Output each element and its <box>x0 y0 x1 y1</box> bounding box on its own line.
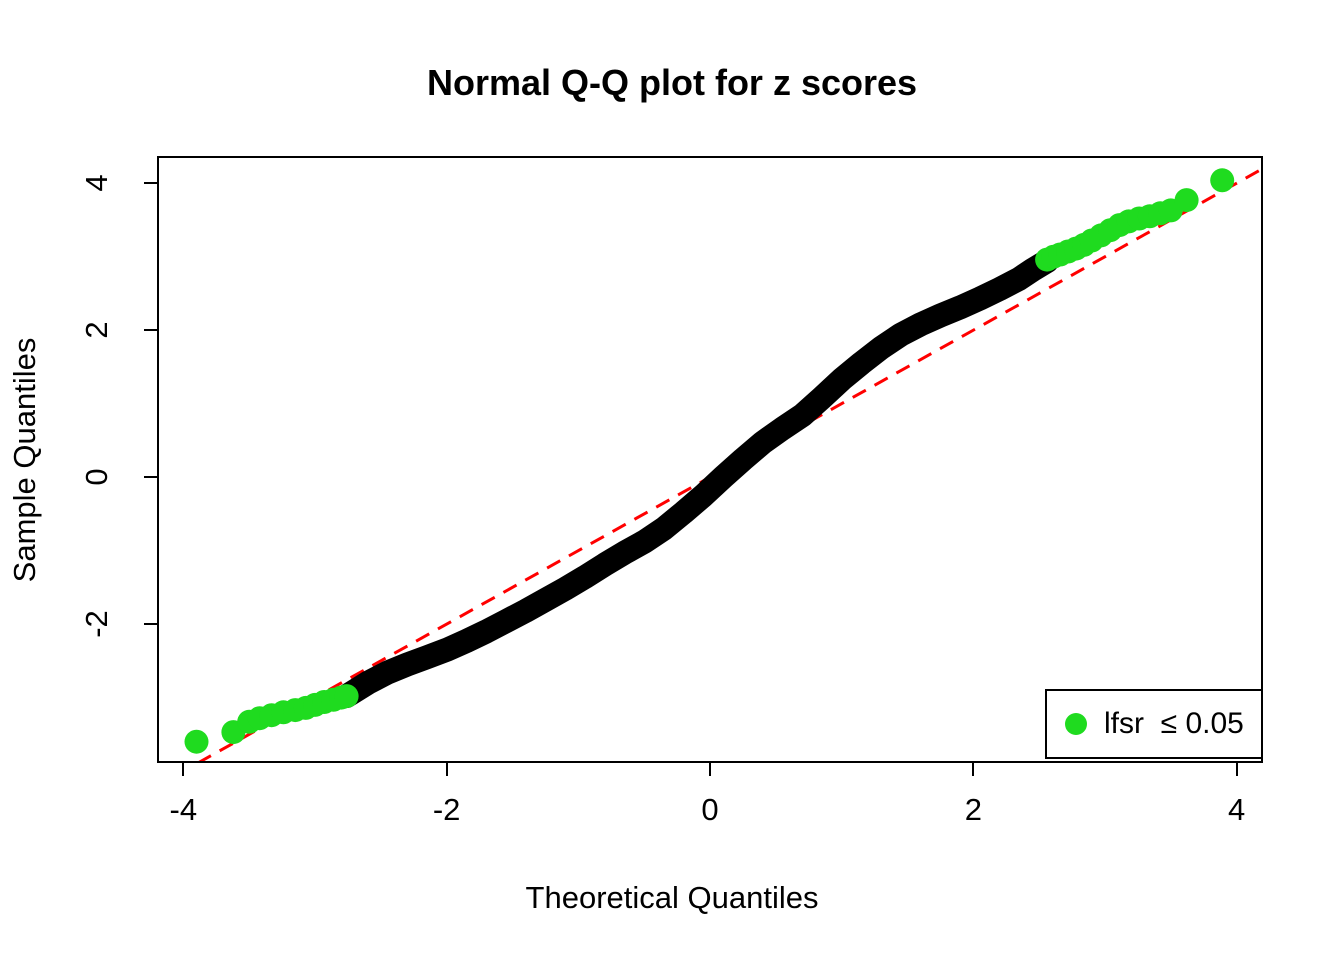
x-axis-tick-label: 2 <box>964 792 982 827</box>
x-axis-tick-label: 4 <box>1228 792 1246 827</box>
x-axis-label: Theoretical Quantiles <box>525 880 819 915</box>
y-axis-tick <box>144 623 157 626</box>
significant-point <box>1174 188 1199 213</box>
x-axis-tick <box>709 763 711 776</box>
y-axis-label: Sample Quantiles <box>7 337 42 583</box>
qq-curve-band <box>334 249 1060 709</box>
y-axis-tick <box>144 329 157 332</box>
legend-box: lfsr ≤ 0.05 <box>1045 689 1263 759</box>
y-axis-tick-label: 0 <box>79 468 114 486</box>
y-axis-tick <box>144 476 157 479</box>
y-axis-tick-label: 2 <box>79 321 114 339</box>
plot-area <box>157 156 1264 765</box>
x-axis-tick-label: -4 <box>169 792 198 827</box>
significant-point <box>334 684 359 709</box>
legend-marker-icon <box>1065 713 1087 735</box>
x-axis-tick-label: 0 <box>701 792 719 827</box>
x-axis-tick-label: -2 <box>432 792 461 827</box>
legend-label: lfsr ≤ 0.05 <box>1104 707 1244 740</box>
chart-title: Normal Q-Q plot for z scores <box>426 62 918 103</box>
x-axis-tick <box>445 763 448 776</box>
y-axis-tick <box>144 182 157 185</box>
y-axis-tick-label: 4 <box>79 174 114 192</box>
x-axis-tick <box>972 763 975 776</box>
significant-point <box>184 729 209 754</box>
x-axis-tick <box>1235 763 1238 776</box>
plot-canvas <box>157 156 1264 765</box>
x-axis-tick <box>182 763 185 776</box>
significant-point <box>1210 168 1235 193</box>
y-axis-tick-label: -2 <box>79 610 114 638</box>
plot-border <box>157 156 1263 763</box>
